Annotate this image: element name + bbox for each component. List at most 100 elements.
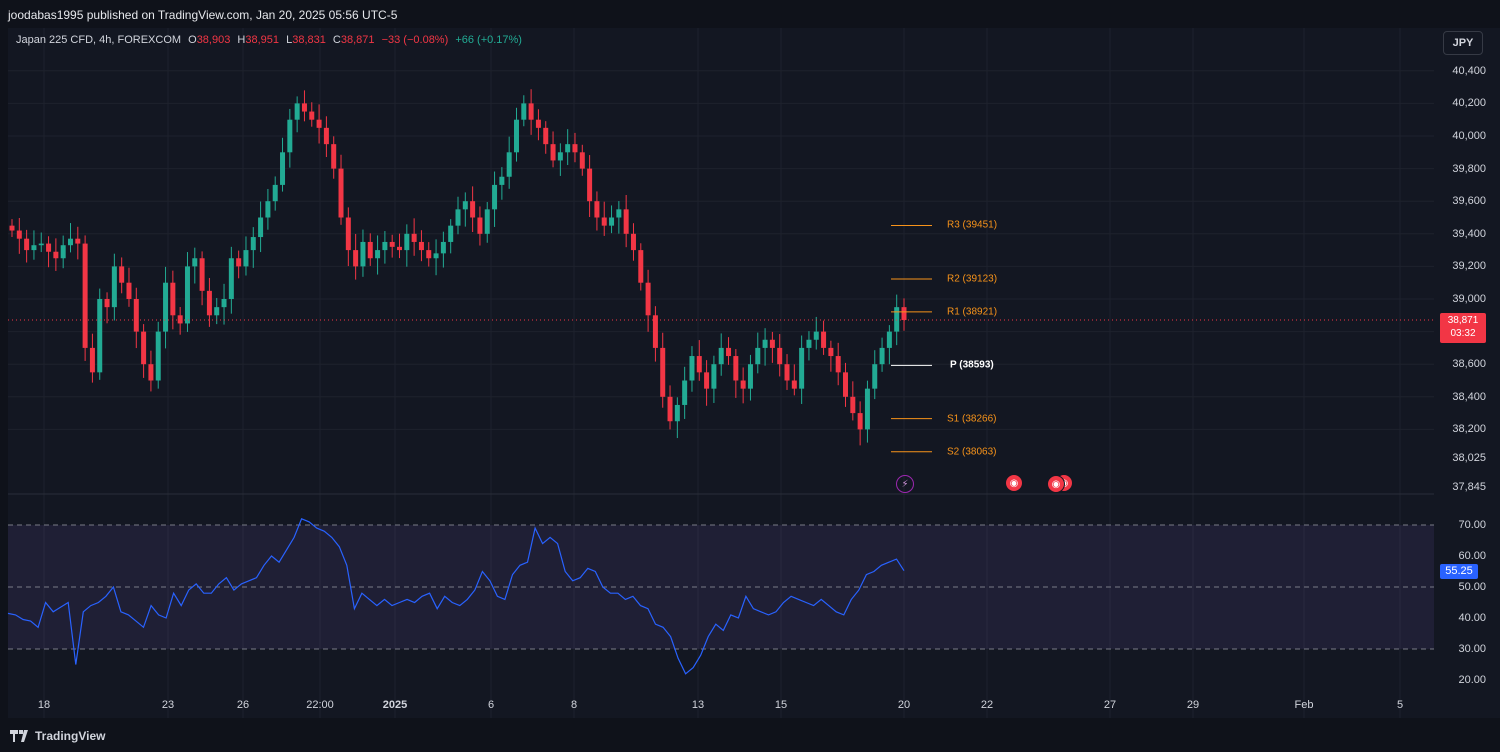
candle xyxy=(119,266,125,283)
candle xyxy=(477,217,483,234)
candle xyxy=(499,176,505,185)
candle xyxy=(323,127,329,145)
tv-logo-icon xyxy=(10,730,28,742)
candle xyxy=(521,103,527,120)
economic-event-icon-3[interactable]: ◉ xyxy=(1047,475,1065,493)
price-tick: 38,400 xyxy=(1452,390,1486,403)
candle xyxy=(667,396,673,422)
rsi-tick: 50.00 xyxy=(1458,581,1486,593)
candle xyxy=(550,144,556,161)
close-value: 38,871 xyxy=(340,34,375,46)
candle xyxy=(799,347,805,389)
candle xyxy=(462,201,468,210)
candle xyxy=(711,364,717,389)
candle xyxy=(148,364,154,381)
candle xyxy=(272,184,278,202)
price-tick: 37,845 xyxy=(1452,481,1486,494)
pivot-label-s2: S2 (38063) xyxy=(947,446,997,458)
time-tick: 22:00 xyxy=(306,699,334,711)
price-tick: 39,600 xyxy=(1452,195,1486,208)
time-tick: 29 xyxy=(1186,699,1200,711)
candle xyxy=(9,225,15,231)
price-tick: 39,000 xyxy=(1452,293,1486,305)
candle xyxy=(543,127,549,145)
price-tick: 38,025 xyxy=(1452,451,1486,464)
candle xyxy=(733,356,739,381)
candle xyxy=(397,246,403,251)
candle xyxy=(689,356,695,381)
candle xyxy=(440,241,446,254)
candle xyxy=(828,347,834,357)
candle xyxy=(418,241,424,251)
candle xyxy=(309,111,315,120)
price-axis[interactable] xyxy=(1434,28,1500,718)
candle xyxy=(740,380,746,389)
price-tick: 40,400 xyxy=(1452,64,1486,77)
candle xyxy=(813,331,819,340)
candle xyxy=(565,144,571,153)
candle xyxy=(872,364,878,389)
candle xyxy=(192,258,198,267)
price-tick: 39,400 xyxy=(1452,227,1486,240)
candle xyxy=(250,237,256,251)
candle xyxy=(382,241,388,251)
candle xyxy=(104,299,110,308)
price-tick: 39,200 xyxy=(1452,260,1486,273)
candle xyxy=(652,315,658,348)
time-tick: 23 xyxy=(161,699,175,711)
candle xyxy=(199,258,205,291)
candle xyxy=(31,245,37,251)
rsi-line xyxy=(7,518,905,675)
high-label: H xyxy=(237,34,246,46)
candle xyxy=(221,299,227,308)
candle xyxy=(645,282,651,316)
candle xyxy=(75,238,81,244)
symbol-name[interactable]: Japan 225 CFD, 4h, FOREXCOM xyxy=(16,34,182,46)
candle xyxy=(821,331,827,348)
time-tick: 26 xyxy=(236,699,250,711)
change-value: −33 (−0.08%) xyxy=(381,34,449,46)
pivot-label-r1: R1 (38921) xyxy=(947,306,998,318)
candle xyxy=(850,396,856,414)
candle xyxy=(506,152,512,177)
current-price-badge: 38,871 03:32 xyxy=(1440,313,1486,343)
pivot-label-r2: R2 (39123) xyxy=(947,273,998,285)
candle xyxy=(353,250,359,267)
candle xyxy=(97,299,103,373)
rsi-tick: 20.00 xyxy=(1458,674,1486,686)
lightning-event-icon[interactable]: ⚡ xyxy=(896,475,914,493)
candle xyxy=(587,168,593,202)
time-tick: Feb xyxy=(1294,699,1314,711)
currency-button[interactable]: JPY xyxy=(1443,31,1483,55)
candle xyxy=(236,258,242,267)
candle xyxy=(806,339,812,348)
candle xyxy=(616,209,622,218)
candle xyxy=(484,209,490,234)
candle xyxy=(170,282,176,316)
tradingview-logo[interactable]: TradingView xyxy=(10,729,105,743)
candle xyxy=(777,347,783,365)
candle xyxy=(126,282,132,299)
candle xyxy=(228,258,234,299)
candle xyxy=(111,266,117,308)
candle xyxy=(184,266,190,324)
candle xyxy=(82,243,88,348)
candle xyxy=(89,347,95,373)
pivot-label-s1: S1 (38266) xyxy=(947,413,997,425)
time-tick: 5 xyxy=(1396,699,1404,711)
time-tick: 18 xyxy=(37,699,51,711)
economic-event-icon[interactable]: ◉ xyxy=(1006,475,1022,491)
candle xyxy=(338,168,344,218)
rsi-value-badge: 55.25 xyxy=(1440,564,1478,579)
candle xyxy=(535,119,541,128)
candle xyxy=(579,152,585,169)
close-label: C xyxy=(332,34,341,46)
candle xyxy=(67,238,73,246)
publish-info: joodabas1995 published on TradingView.co… xyxy=(8,8,398,22)
change2-value: +66 (+0.17%) xyxy=(455,34,522,46)
candle xyxy=(16,230,22,239)
candle xyxy=(864,388,870,430)
candle xyxy=(133,299,139,332)
candle xyxy=(755,347,761,365)
